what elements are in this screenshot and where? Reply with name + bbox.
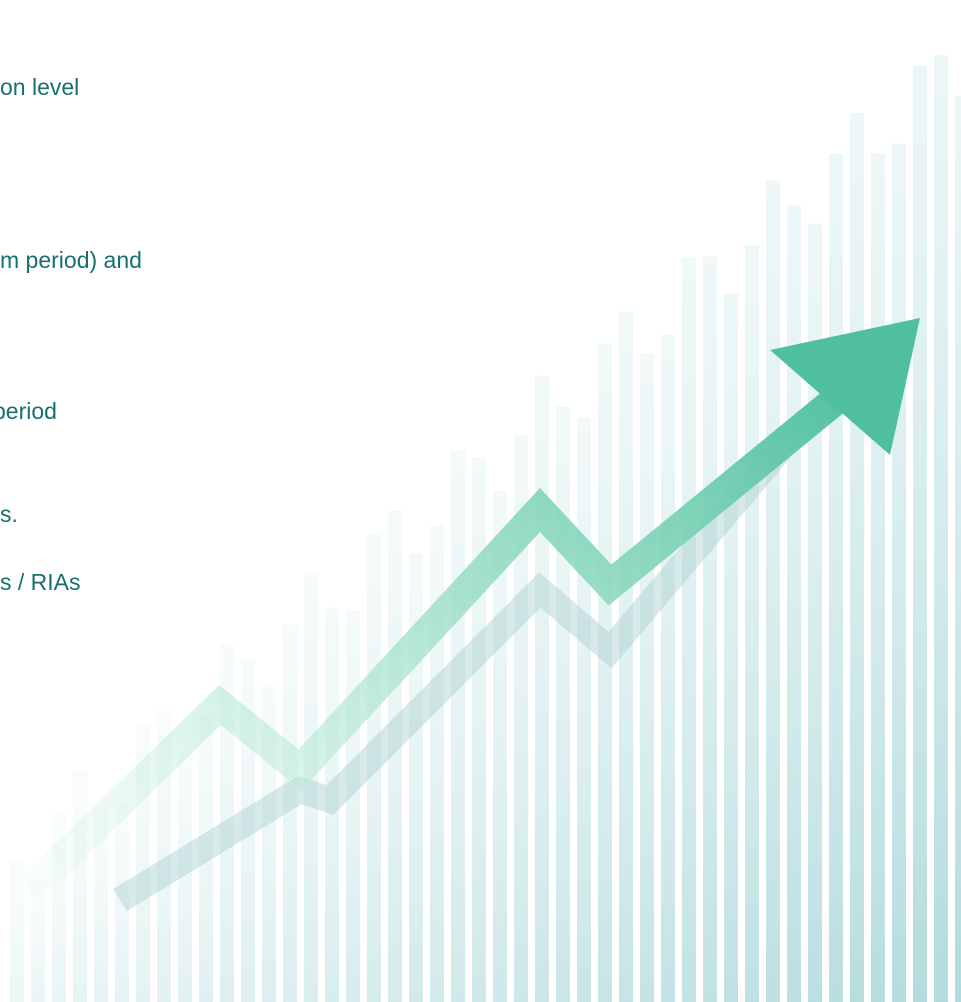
decorative-bar	[199, 715, 213, 1002]
decorative-bar	[514, 434, 528, 1002]
decorative-bar	[94, 808, 108, 1002]
text-line: s / RIAs	[0, 569, 81, 595]
decorative-bar	[10, 860, 24, 1002]
decorative-bar	[682, 257, 696, 1002]
decorative-bar	[619, 311, 633, 1002]
decorative-bar	[955, 95, 961, 1002]
decorative-bar	[850, 112, 864, 1002]
decorative-bar	[535, 375, 549, 1002]
decorative-bar	[640, 353, 654, 1002]
decorative-bar	[325, 607, 339, 1002]
decorative-bar	[451, 450, 465, 1002]
arrow-shaft	[19, 368, 870, 901]
text-line: period	[0, 398, 57, 424]
decorative-bar	[178, 752, 192, 1002]
decorative-bar	[892, 143, 906, 1002]
arrow-head	[770, 318, 920, 455]
decorative-bar	[220, 643, 234, 1002]
decorative-bar	[766, 180, 780, 1002]
decorative-bar	[661, 334, 675, 1002]
arrow-shadow	[113, 441, 790, 912]
decorative-bar	[388, 510, 402, 1002]
decorative-bar	[934, 55, 948, 1002]
decorative-bar	[283, 624, 297, 1002]
decorative-bar	[829, 153, 843, 1002]
text-line: on level	[0, 74, 80, 100]
decorative-bar	[598, 343, 612, 1002]
decorative-bar	[703, 255, 717, 1002]
decorative-bar	[556, 406, 570, 1002]
text-line: s.	[0, 501, 18, 527]
decorative-bars	[10, 55, 961, 1002]
decorative-bar	[31, 881, 45, 1002]
decorative-bar	[913, 65, 927, 1002]
decorative-bar	[871, 153, 885, 1002]
decorative-bar	[724, 293, 738, 1002]
decorative-bar	[346, 610, 360, 1002]
text-line: m period) and	[0, 247, 142, 273]
decorative-bar	[787, 204, 801, 1002]
decorative-bar	[493, 490, 507, 1002]
decorative-bar	[73, 769, 87, 1002]
decorative-bar	[115, 803, 129, 1002]
decorative-bar	[367, 534, 381, 1002]
decorative-bar	[472, 457, 486, 1002]
decorative-bar	[577, 417, 591, 1002]
decorative-bar	[304, 572, 318, 1002]
decorative-bar	[745, 245, 759, 1002]
